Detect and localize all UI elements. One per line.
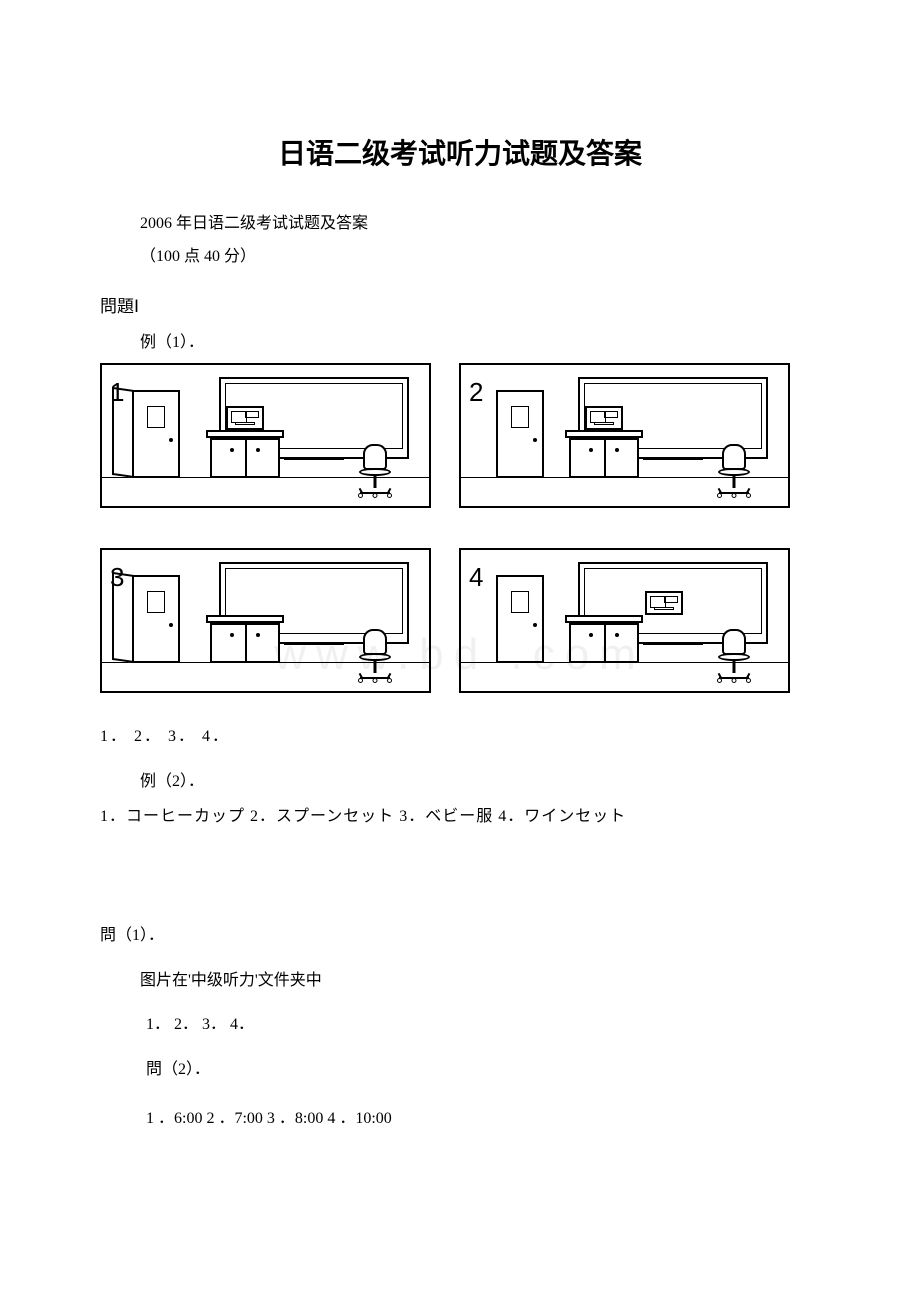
- desk-knob: [589, 633, 593, 637]
- panel-2-number: 2: [469, 369, 483, 416]
- chair: [714, 444, 754, 498]
- desk-divider: [604, 625, 606, 661]
- whiteboard-tray: [284, 642, 344, 645]
- door: [496, 575, 544, 663]
- chair-wheel: [373, 493, 378, 498]
- door-handle: [169, 438, 173, 442]
- section-1-label: 問題Ⅰ: [100, 292, 820, 323]
- desk: [210, 430, 280, 478]
- page-title: 日语二级考试听力试题及答案: [100, 130, 820, 180]
- chair-stem: [733, 661, 736, 673]
- chair: [714, 629, 754, 683]
- desk-top: [565, 615, 643, 623]
- whiteboard-tray: [284, 457, 344, 460]
- door-handle: [533, 623, 537, 627]
- desk-knob: [615, 448, 619, 452]
- subtitle: 2006 年日语二级考试试题及答案: [140, 210, 820, 239]
- desk-divider: [245, 625, 247, 661]
- door: [496, 390, 544, 478]
- door-handle: [169, 623, 173, 627]
- desk: [569, 430, 639, 478]
- example-1-answers: 1． 2． 3． 4．: [100, 723, 820, 752]
- chair-stem: [733, 476, 736, 488]
- desk: [569, 615, 639, 663]
- machine: [226, 406, 264, 430]
- desk-knob: [230, 633, 234, 637]
- desk-body: [569, 623, 639, 663]
- example-1-label: 例（1）．: [140, 329, 820, 358]
- example-2-label: 例（2）．: [140, 768, 820, 797]
- whiteboard-tray: [643, 642, 703, 645]
- panel-1-number: 1: [110, 369, 124, 416]
- points-info: （100 点 40 分）: [140, 243, 820, 272]
- example-2-options: 1．コーヒーカップ 2．スプーンセット 3．ベビー服 4．ワインセット: [100, 803, 820, 832]
- desk-body: [210, 438, 280, 478]
- scene-1: [102, 365, 429, 506]
- door-handle: [533, 438, 537, 442]
- desk-top: [206, 615, 284, 623]
- desk-divider: [604, 440, 606, 476]
- chair-wheel: [387, 678, 392, 683]
- desk-body: [210, 623, 280, 663]
- panel-4: 4: [459, 548, 790, 693]
- desk-knob: [230, 448, 234, 452]
- door: [132, 575, 180, 663]
- chair-stem: [374, 661, 377, 673]
- chair-back: [722, 444, 746, 470]
- desk-divider: [245, 440, 247, 476]
- image-grid: 1: [100, 363, 790, 693]
- chair-wheel: [358, 678, 363, 683]
- chair: [355, 629, 395, 683]
- scene-2: [461, 365, 788, 506]
- door-window: [147, 406, 165, 428]
- chair: [355, 444, 395, 498]
- door-window: [511, 591, 529, 613]
- desk-top: [565, 430, 643, 438]
- chair-wheel: [387, 493, 392, 498]
- scene-3: [102, 550, 429, 691]
- chair-back: [363, 444, 387, 470]
- panel-2: 2: [459, 363, 790, 508]
- desk-knob: [589, 448, 593, 452]
- desk-knob: [256, 633, 260, 637]
- question-1-label: 問（1）．: [100, 922, 820, 951]
- chair-back: [722, 629, 746, 655]
- machine-slot: [235, 422, 255, 425]
- question-1-answers: 1． 2． 3． 4．: [146, 1011, 820, 1040]
- chair-back: [363, 629, 387, 655]
- scene-4: [461, 550, 788, 691]
- question-1-note: 图片在'中级听力'文件夹中: [140, 967, 820, 996]
- machine: [585, 406, 623, 430]
- panel-4-number: 4: [469, 554, 483, 601]
- door-window: [511, 406, 529, 428]
- desk-top: [206, 430, 284, 438]
- desk-body: [569, 438, 639, 478]
- door-window: [147, 591, 165, 613]
- chair-wheel: [358, 493, 363, 498]
- desk: [210, 615, 280, 663]
- question-2-label: 問（2）．: [146, 1056, 820, 1085]
- machine-slot: [594, 422, 614, 425]
- chair-wheel: [373, 678, 378, 683]
- chair-wheel: [732, 678, 737, 683]
- chair-wheel: [746, 493, 751, 498]
- door: [132, 390, 180, 478]
- panel-3: 3: [100, 548, 431, 693]
- chair-stem: [374, 476, 377, 488]
- machine-slot: [654, 607, 674, 610]
- desk-knob: [615, 633, 619, 637]
- chair-wheel: [732, 493, 737, 498]
- panel-1: 1: [100, 363, 431, 508]
- question-2-options: 1 ．6:00 2 ．7:00 3 ．8:00 4 ．10:00: [146, 1105, 820, 1134]
- machine: [645, 591, 683, 615]
- whiteboard-tray: [643, 457, 703, 460]
- chair-wheel: [746, 678, 751, 683]
- panel-3-number: 3: [110, 554, 124, 601]
- desk-knob: [256, 448, 260, 452]
- chair-wheel: [717, 678, 722, 683]
- chair-wheel: [717, 493, 722, 498]
